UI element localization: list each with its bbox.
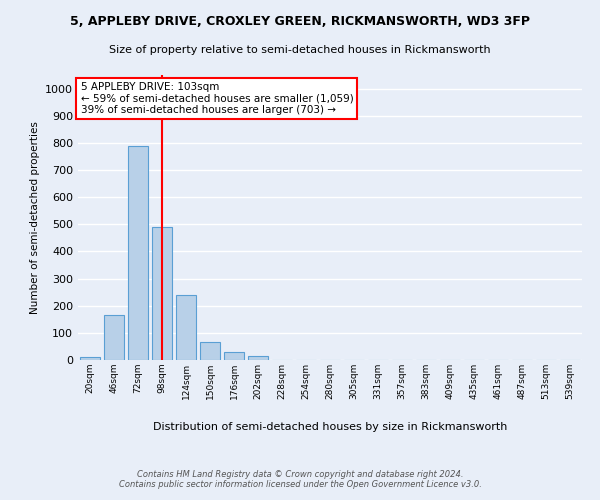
Text: Contains public sector information licensed under the Open Government Licence v3: Contains public sector information licen… xyxy=(119,480,481,489)
Bar xyxy=(104,315,124,360)
Text: Contains HM Land Registry data © Crown copyright and database right 2024.: Contains HM Land Registry data © Crown c… xyxy=(137,470,463,479)
Bar xyxy=(80,357,100,360)
Text: 5, APPLEBY DRIVE, CROXLEY GREEN, RICKMANSWORTH, WD3 3FP: 5, APPLEBY DRIVE, CROXLEY GREEN, RICKMAN… xyxy=(70,15,530,28)
Bar xyxy=(248,356,268,360)
Bar xyxy=(200,342,220,360)
Bar xyxy=(152,227,172,360)
Text: 5 APPLEBY DRIVE: 103sqm
← 59% of semi-detached houses are smaller (1,059)
39% of: 5 APPLEBY DRIVE: 103sqm ← 59% of semi-de… xyxy=(80,82,353,116)
Bar xyxy=(224,352,244,360)
Y-axis label: Number of semi-detached properties: Number of semi-detached properties xyxy=(29,121,40,314)
Text: Distribution of semi-detached houses by size in Rickmansworth: Distribution of semi-detached houses by … xyxy=(153,422,507,432)
Text: Size of property relative to semi-detached houses in Rickmansworth: Size of property relative to semi-detach… xyxy=(109,45,491,55)
Bar xyxy=(176,296,196,360)
Bar xyxy=(128,146,148,360)
